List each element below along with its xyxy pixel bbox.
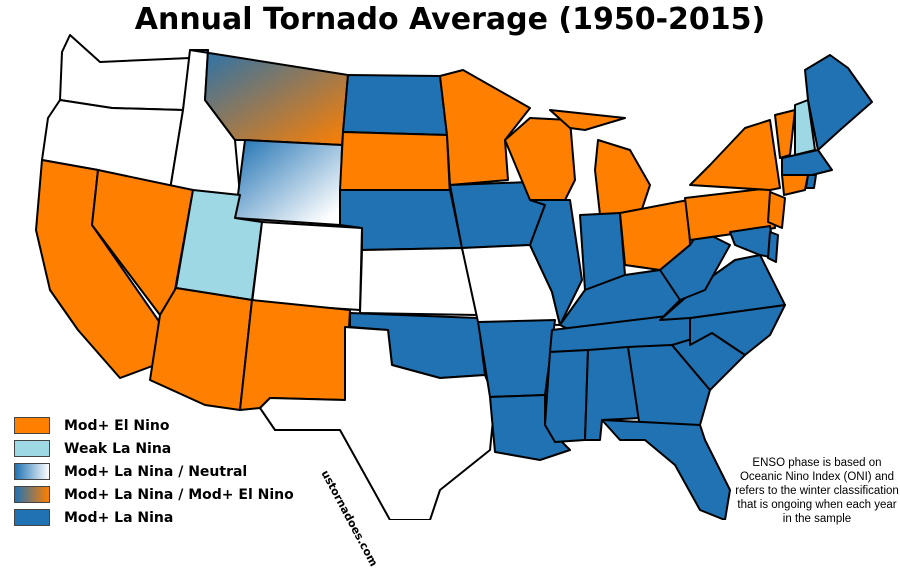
state-illinois	[529, 199, 583, 326]
methodology-note: ENSO phase is based on Oceanic Nino Inde…	[735, 457, 899, 525]
legend-item: Mod+ La Nina / Mod+ El Nino	[14, 483, 294, 506]
state-arizona	[149, 287, 253, 411]
legend-label: Mod+ El Nino	[64, 417, 170, 434]
state-west-virginia	[659, 229, 731, 301]
state-texas	[259, 326, 496, 520]
state-pennsylvania	[684, 187, 776, 241]
legend-swatch	[14, 486, 50, 503]
us-map	[35, 34, 873, 520]
state-minnesota	[439, 69, 531, 186]
state-delaware	[767, 231, 779, 263]
legend-item: Mod+ La Nina	[14, 506, 294, 529]
state-massachusetts	[781, 149, 833, 176]
state-wyoming	[234, 139, 343, 226]
legend-swatch	[14, 440, 50, 457]
legend-swatch	[14, 509, 50, 526]
legend-label: Mod+ La Nina / Neutral	[64, 463, 248, 480]
legend-swatch	[14, 463, 50, 480]
state-south-dakota	[339, 131, 451, 197]
state-louisiana	[489, 394, 571, 461]
legend-label: Weak La Nina	[64, 440, 172, 457]
state-kansas	[359, 247, 479, 316]
state-arkansas	[477, 319, 556, 398]
state-north-dakota	[342, 74, 448, 136]
state-maine	[804, 54, 873, 151]
legend-item: Weak La Nina	[14, 437, 294, 460]
legend-item: Mod+ La Nina / Neutral	[14, 460, 294, 483]
legend-swatch	[14, 417, 50, 434]
state-new-mexico	[239, 299, 351, 411]
legend: Mod+ El Nino Weak La Nina Mod+ La Nina /…	[14, 414, 294, 529]
legend-label: Mod+ La Nina	[64, 509, 174, 526]
map-title: Annual Tornado Average (1950-2015)	[134, 2, 766, 37]
state-new-jersey	[767, 191, 786, 229]
legend-item: Mod+ El Nino	[14, 414, 294, 437]
state-washington	[59, 34, 191, 111]
state-colorado	[251, 221, 363, 311]
state-connecticut	[781, 174, 809, 196]
legend-label: Mod+ La Nina / Mod+ El Nino	[64, 486, 294, 503]
state-new-york	[689, 119, 781, 191]
state-mississippi	[544, 349, 589, 443]
state-florida	[601, 419, 731, 520]
state-vermont	[774, 109, 796, 159]
state-rhode-island	[805, 174, 817, 189]
